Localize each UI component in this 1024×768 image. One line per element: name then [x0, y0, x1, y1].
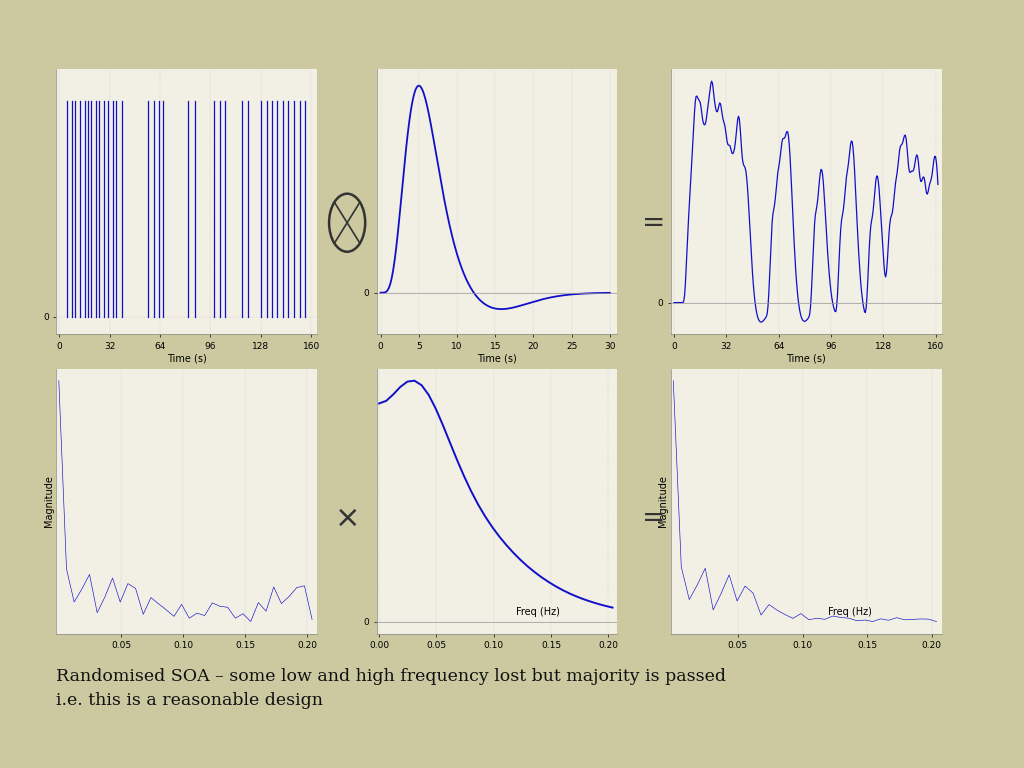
Text: =: =: [642, 209, 665, 237]
Y-axis label: Magnitude: Magnitude: [44, 475, 53, 527]
Text: Freq (Hz): Freq (Hz): [516, 607, 560, 617]
Text: ×: ×: [335, 504, 359, 533]
X-axis label: Time (s): Time (s): [477, 353, 517, 363]
Text: =: =: [642, 505, 665, 532]
X-axis label: Time (s): Time (s): [167, 353, 207, 363]
Y-axis label: Magnitude: Magnitude: [658, 475, 668, 527]
Text: Freq (Hz): Freq (Hz): [828, 607, 872, 617]
Text: Randomised SOA – some low and high frequency lost but majority is passed
i.e. th: Randomised SOA – some low and high frequ…: [56, 668, 726, 709]
X-axis label: Time (s): Time (s): [786, 353, 826, 363]
